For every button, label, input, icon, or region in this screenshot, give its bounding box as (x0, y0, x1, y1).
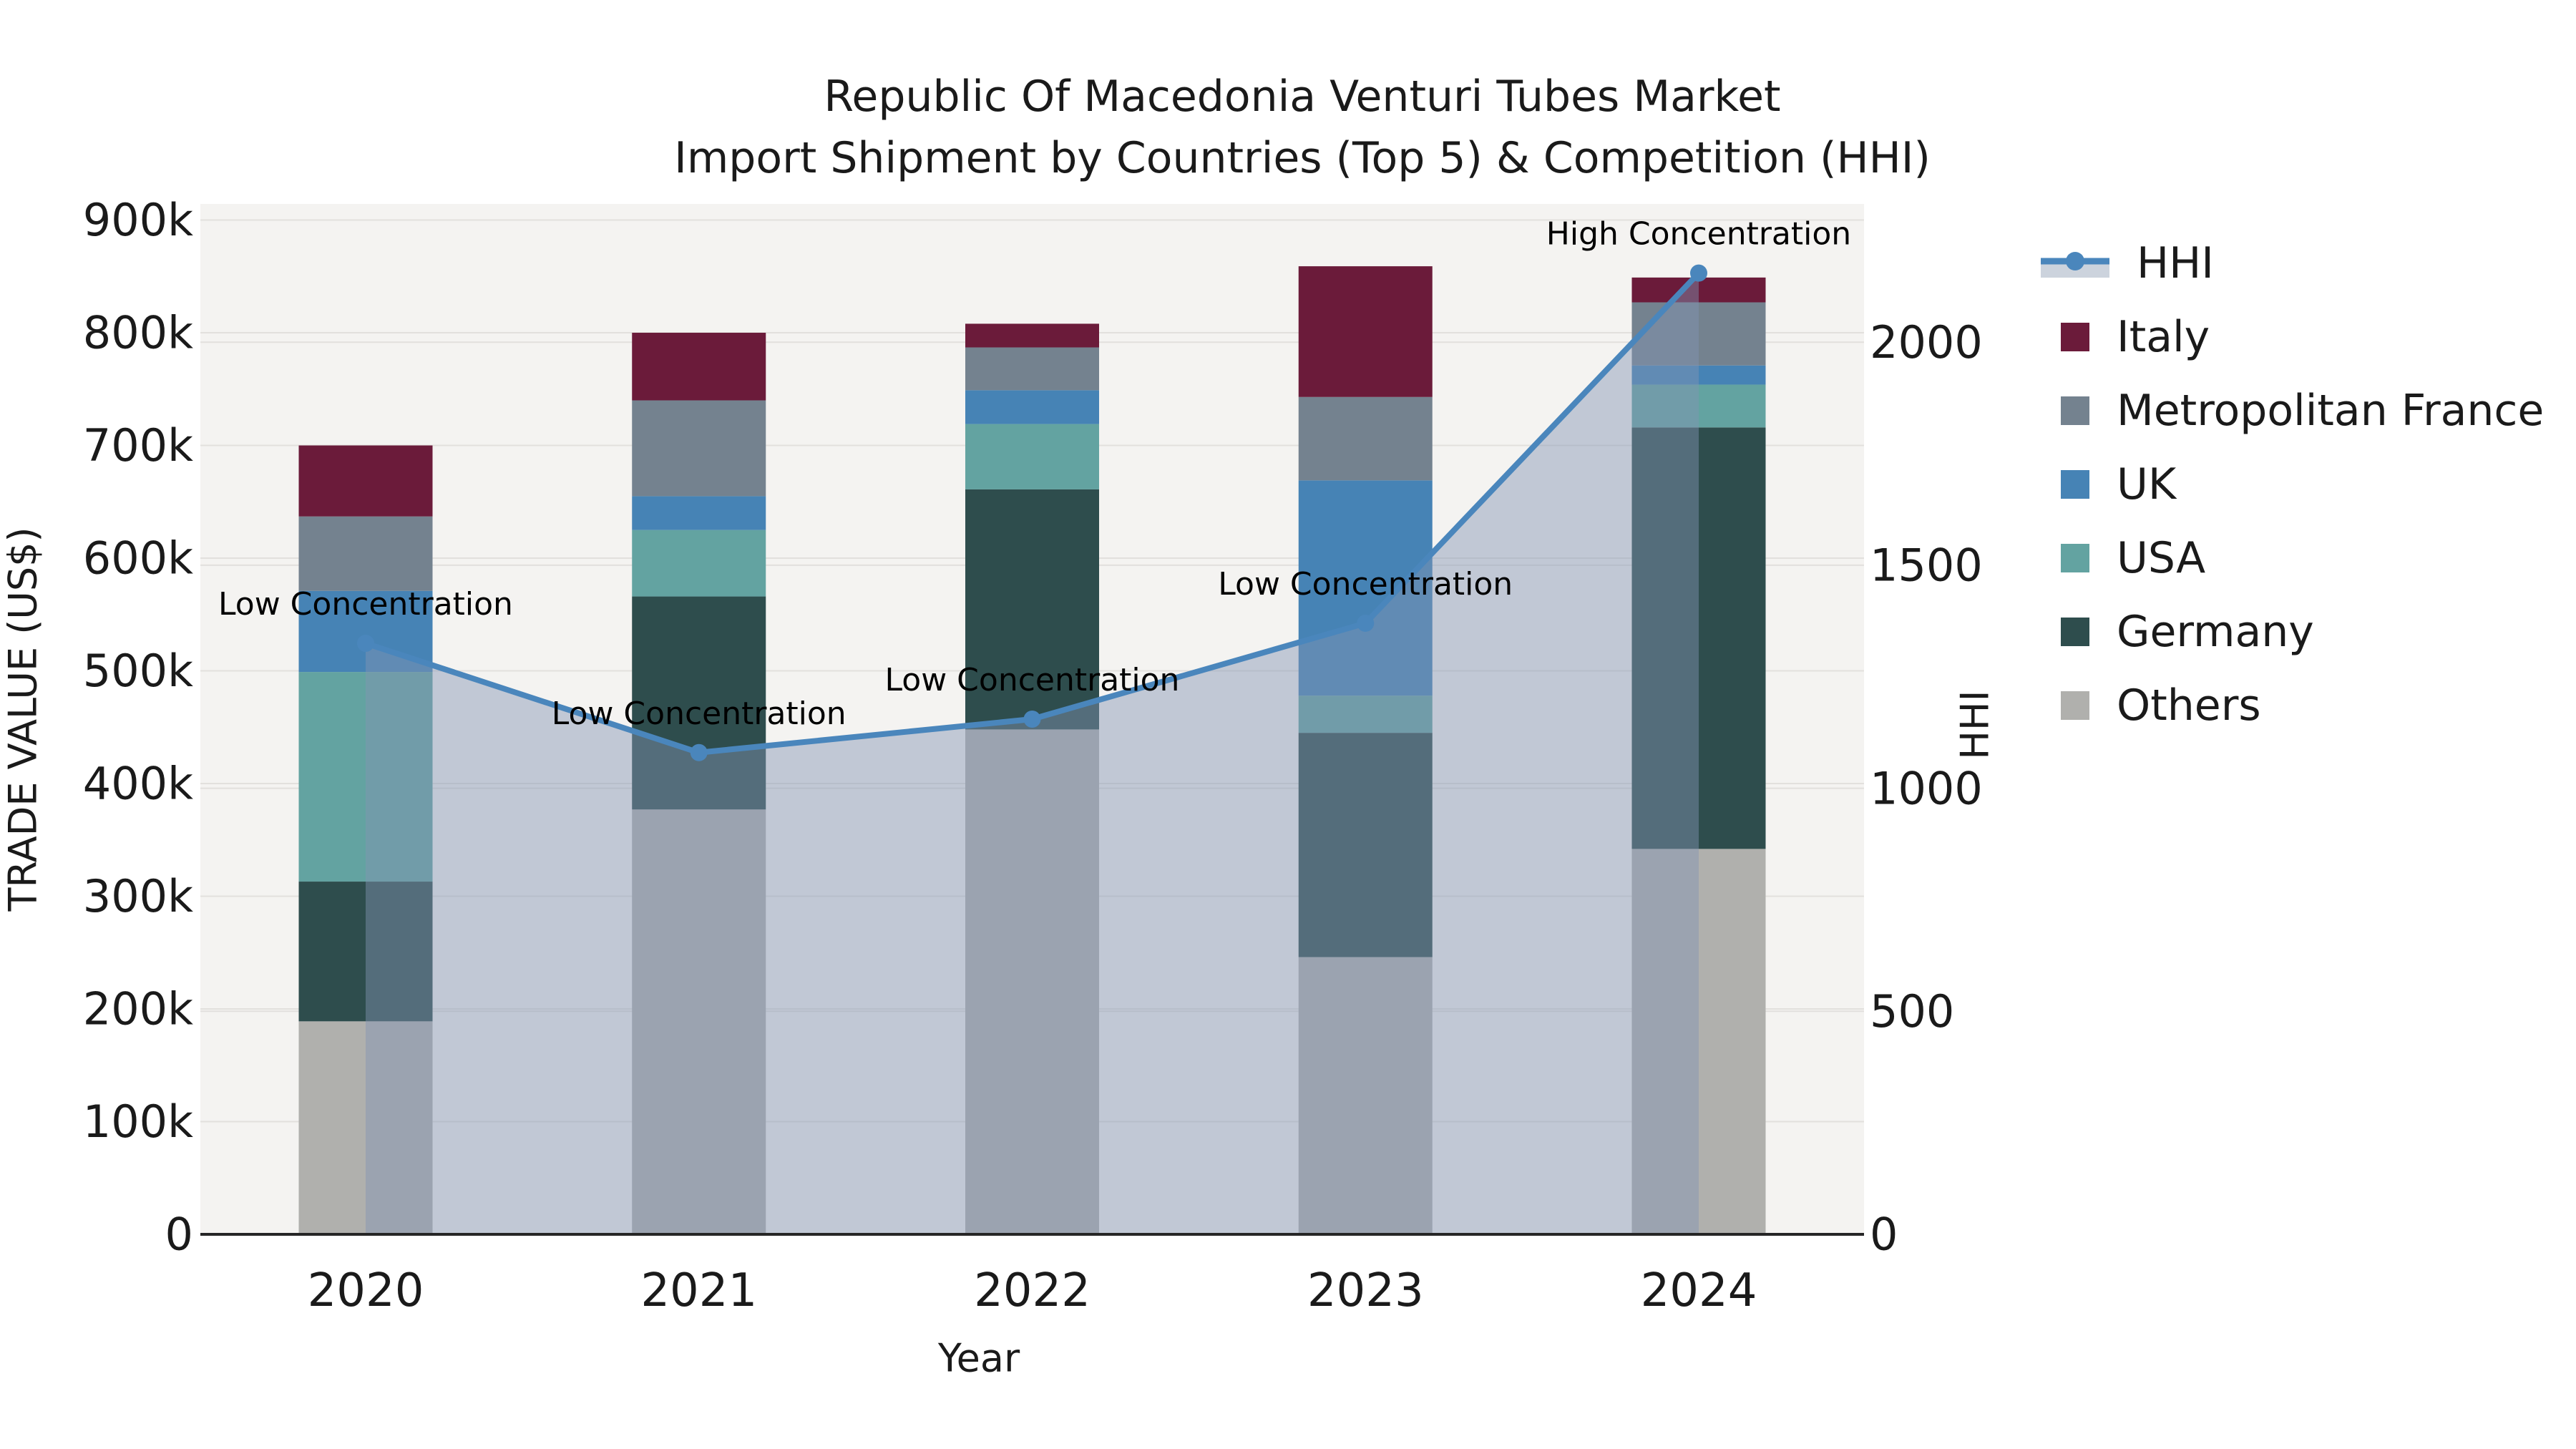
hhi-marker-2023 (1357, 614, 1375, 632)
bar-segment-2022-others (965, 729, 1099, 1234)
bar-segment-2021-italy (632, 333, 766, 401)
y-left-tick-800k: 800k (83, 307, 193, 359)
bar-segment-2020-others (298, 1021, 433, 1234)
bar-segment-2022-uk (965, 390, 1099, 424)
legend-item-uk: UK (2041, 447, 2544, 521)
legend-swatch-uk (2061, 469, 2089, 499)
legend-swatch-usa (2061, 543, 2089, 572)
bar-segment-2024-metropolitan-france (1631, 302, 1766, 366)
legend-item-others: Others (2041, 668, 2544, 742)
y-right-tick-500: 500 (1870, 985, 1954, 1038)
annotation-2020: Low Concentration (218, 586, 513, 623)
bar-segment-2022-germany (965, 489, 1099, 730)
bar-segment-2024-others (1631, 849, 1766, 1234)
x-tick-2023: 2023 (1307, 1264, 1424, 1317)
bar-segment-2023-italy (1298, 266, 1433, 397)
hhi-area-fill (366, 273, 1699, 1234)
y-left-tick-900k: 900k (83, 194, 193, 246)
bar-segment-2021-usa (632, 530, 766, 597)
legend-swatch-metropolitan-france (2061, 396, 2089, 425)
legend-label: USA (2117, 532, 2206, 583)
y-right-tick-0: 0 (1870, 1209, 1898, 1261)
legend-item-hhi: HHI (2041, 226, 2544, 300)
bar-segment-2024-uk (1631, 365, 1766, 385)
bar-segment-2023-germany (1298, 733, 1433, 957)
legend-swatch-others (2061, 691, 2089, 720)
annotation-2021: Low Concentration (552, 696, 847, 732)
bar-segment-2023-others (1298, 957, 1433, 1234)
bar-segment-2023-uk (1298, 480, 1433, 696)
bar-segment-2021-uk (632, 496, 766, 530)
hhi-marker-2024 (1690, 264, 1707, 282)
y-left-tick-500k: 500k (83, 645, 193, 697)
y-left-tick-100k: 100k (83, 1096, 193, 1148)
y-left-tick-600k: 600k (83, 532, 193, 585)
y-right-tick-2000: 2000 (1870, 316, 1983, 369)
x-tick-2024: 2024 (1641, 1264, 1757, 1317)
legend-label: Germany (2117, 606, 2314, 657)
legend-item-usa: USA (2041, 521, 2544, 595)
bar-segment-2024-germany (1631, 427, 1766, 849)
y-axis-right-title: HHI (1952, 690, 1998, 760)
bar-segment-2023-usa (1298, 696, 1433, 733)
bar-segment-2022-usa (965, 424, 1099, 489)
annotation-2024: High Concentration (1546, 216, 1851, 253)
legend-label: Italy (2117, 311, 2210, 362)
legend-label: UK (2117, 459, 2177, 509)
legend-label: HHI (2137, 238, 2214, 288)
hhi-line-icon (2041, 245, 2109, 281)
x-axis-title: Year (937, 1335, 1020, 1381)
y-left-tick-700k: 700k (83, 419, 193, 472)
y-left-tick-400k: 400k (83, 758, 193, 810)
y-right-tick-1500: 1500 (1870, 540, 1983, 592)
x-tick-2021: 2021 (640, 1264, 757, 1317)
y-right-tick-1000: 1000 (1870, 762, 1983, 814)
y-left-tick-300k: 300k (83, 870, 193, 922)
bar-segment-2022-italy (965, 323, 1099, 348)
bar-segment-2021-metropolitan-france (632, 400, 766, 497)
bar-segment-2021-germany (632, 596, 766, 810)
x-tick-2020: 2020 (308, 1264, 424, 1317)
legend: HHI Italy Metropolitan France UK USA Germany O… (2041, 226, 2544, 742)
annotation-2022: Low Concentration (885, 662, 1180, 698)
y-left-tick-200k: 200k (83, 983, 193, 1035)
legend-label: Metropolitan France (2117, 385, 2545, 436)
y-axis-left-title: TRADE VALUE (US$) (0, 527, 46, 912)
legend-swatch-germany (2061, 617, 2089, 646)
chart-title: Republic Of Macedonia Venturi Tubes Mark… (824, 72, 1781, 122)
legend-item-germany: Germany (2041, 595, 2544, 668)
bar-segment-2021-others (632, 809, 766, 1234)
legend-label: Others (2117, 680, 2261, 731)
hhi-marker-2021 (690, 743, 708, 761)
bar-segment-2023-metropolitan-france (1298, 396, 1433, 481)
chart-subtitle: Import Shipment by Countries (Top 5) & C… (674, 133, 1931, 183)
annotation-2023: Low Concentration (1218, 566, 1513, 602)
bar-segment-2020-usa (298, 672, 433, 882)
legend-swatch-italy (2061, 322, 2089, 351)
legend-item-metropolitan-france: Metropolitan France (2041, 374, 2544, 447)
bar-segment-2020-italy (298, 445, 433, 517)
bar-segment-2022-metropolitan-france (965, 347, 1099, 391)
x-tick-2022: 2022 (974, 1264, 1091, 1317)
hhi-marker-2020 (357, 635, 374, 653)
bar-segment-2020-germany (298, 882, 433, 1022)
hhi-marker-2022 (1023, 711, 1041, 728)
y-left-tick-0: 0 (165, 1209, 193, 1261)
bar-segment-2020-metropolitan-france (298, 516, 433, 591)
legend-item-italy: Italy (2041, 300, 2544, 374)
bar-segment-2024-usa (1631, 384, 1766, 428)
